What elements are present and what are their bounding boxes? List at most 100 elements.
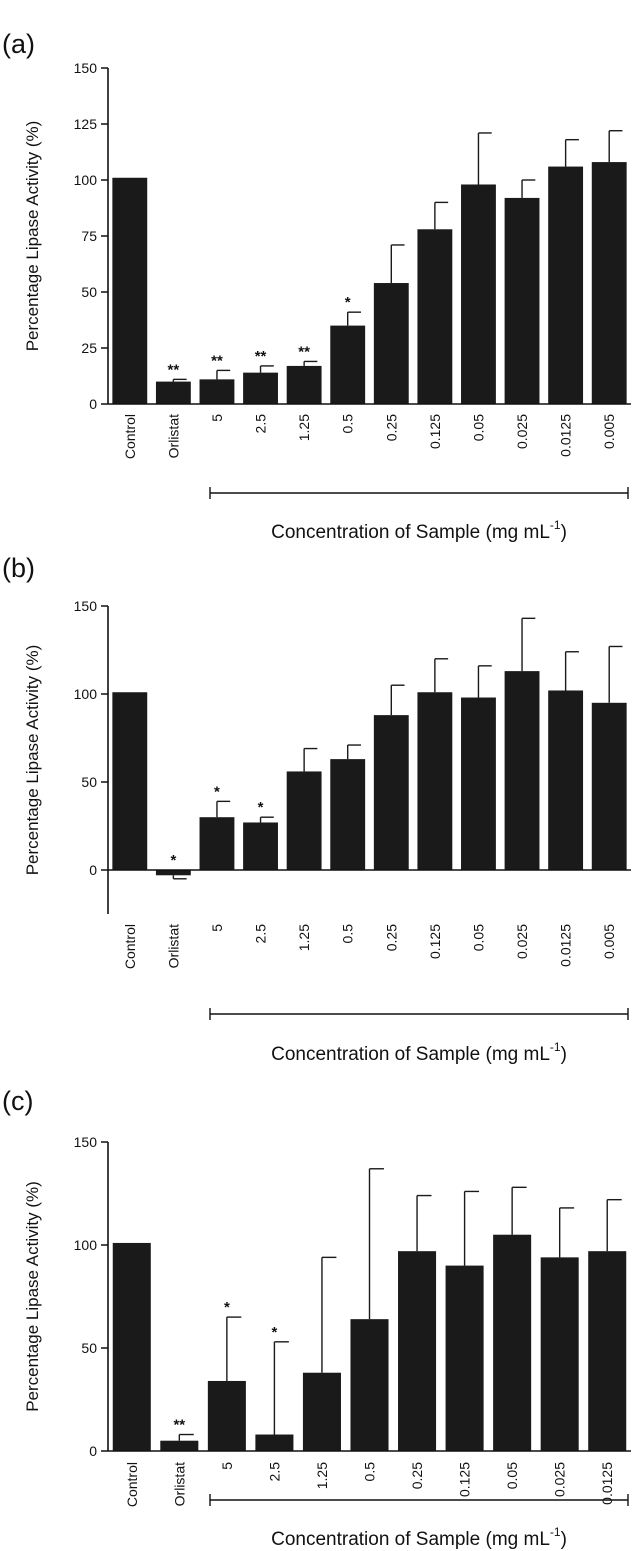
category-label: 0.5: [340, 924, 356, 944]
bar: [591, 702, 627, 870]
y-tick-label: 50: [81, 1340, 97, 1356]
bar: [417, 229, 453, 404]
category-label: 5: [209, 414, 225, 422]
category-label: 2.5: [253, 924, 269, 944]
y-axis-label: Percentage Lipase Activity (%): [23, 121, 42, 352]
significance-marker: **: [168, 361, 180, 378]
bar: [373, 715, 409, 870]
panel-label: (a): [2, 29, 35, 59]
y-tick-label: 0: [89, 396, 97, 412]
bar: [112, 1242, 151, 1451]
bar: [540, 1257, 579, 1451]
category-label: 0.5: [340, 414, 356, 434]
category-label: 0.05: [470, 924, 486, 951]
y-tick-label: 150: [74, 1134, 98, 1150]
category-label: 5: [209, 924, 225, 932]
bar: [504, 671, 540, 870]
bar: [112, 177, 148, 404]
category-label: 0.025: [514, 924, 530, 959]
y-tick-label: 125: [74, 116, 98, 132]
category-label: 0.25: [383, 414, 399, 441]
bar: [588, 1251, 627, 1451]
bar: [461, 184, 496, 404]
y-tick-label: 75: [81, 228, 97, 244]
significance-marker: **: [211, 352, 223, 369]
bar: [445, 1265, 484, 1451]
significance-marker: *: [258, 799, 264, 816]
bar: [160, 1440, 199, 1451]
y-tick-label: 25: [81, 340, 97, 356]
category-label: Orlistat: [165, 414, 181, 458]
bar: [302, 1372, 341, 1451]
category-label: 5: [219, 1462, 235, 1470]
category-label: Control: [122, 414, 138, 459]
bar: [493, 1234, 532, 1451]
y-tick-label: 50: [81, 774, 97, 790]
bar: [199, 817, 235, 870]
bar: [350, 1319, 389, 1451]
category-label: 1.25: [314, 1462, 330, 1489]
category-label: 0.125: [457, 1462, 473, 1497]
y-tick-label: 100: [74, 172, 98, 188]
x-axis-label: Concentration of Sample (mg mL-1): [271, 1525, 567, 1550]
bar: [199, 379, 235, 404]
category-label: Orlistat: [165, 924, 181, 968]
chart-panel-a: (a) 0 25 50 75 100 125 150 Percentage Lipase Act…: [2, 29, 631, 543]
bar: [286, 771, 322, 870]
x-axis-label: Concentration of Sample (mg mL-1): [271, 518, 567, 543]
chart-panel-c: (c) 0 50 100 150 Percentage Lipase Activity (…: [2, 1086, 631, 1550]
significance-marker: *: [224, 1299, 230, 1316]
category-label: 0.0125: [558, 924, 574, 967]
category-label: 0.05: [504, 1462, 520, 1489]
panel-label: (c): [2, 1086, 33, 1116]
x-axis-label: Concentration of Sample (mg mL-1): [271, 1040, 567, 1065]
y-tick-label: 0: [89, 1443, 97, 1459]
bar: [155, 870, 191, 876]
bar: [155, 381, 191, 404]
category-label: Control: [124, 1462, 140, 1507]
bar: [243, 822, 278, 870]
bar: [398, 1251, 437, 1451]
bar: [548, 690, 584, 870]
category-label: 2.5: [253, 414, 269, 434]
bar: [417, 692, 453, 870]
significance-marker: **: [298, 343, 310, 360]
category-label: 0.005: [601, 414, 617, 449]
panel-label: (b): [2, 553, 35, 583]
category-label: 2.5: [266, 1462, 282, 1482]
significance-marker: *: [345, 294, 351, 311]
category-label: 0.125: [427, 414, 443, 449]
category-label: 0.25: [409, 1462, 425, 1489]
category-label: 0.025: [552, 1462, 568, 1497]
significance-marker: *: [170, 852, 176, 869]
category-label: 0.5: [362, 1462, 378, 1482]
bar: [548, 166, 584, 404]
category-label: 0.125: [427, 924, 443, 959]
y-tick-label: 150: [74, 60, 98, 76]
category-label: Orlistat: [171, 1462, 187, 1506]
bar: [207, 1380, 246, 1451]
y-tick-label: 50: [81, 284, 97, 300]
category-label: 0.005: [601, 924, 617, 959]
category-label: 1.25: [296, 414, 312, 441]
category-label: 0.05: [470, 414, 486, 441]
bar: [330, 759, 366, 870]
y-axis-label: Percentage Lipase Activity (%): [23, 1181, 42, 1412]
bar: [112, 692, 148, 870]
y-tick-label: 100: [74, 1237, 98, 1253]
bar: [461, 697, 496, 870]
category-label: Control: [122, 924, 138, 969]
significance-marker: *: [214, 783, 220, 800]
bar: [255, 1434, 294, 1451]
significance-marker: *: [271, 1324, 277, 1341]
category-label: 0.025: [514, 414, 530, 449]
bar: [286, 365, 322, 404]
bar: [504, 197, 540, 404]
category-label: 0.0125: [599, 1462, 615, 1505]
significance-marker: **: [255, 348, 267, 365]
category-label: 0.25: [383, 924, 399, 951]
bar: [330, 325, 366, 404]
chart-panel-b: (b) 0 50 100 150 Percentage Lipase Activity (…: [2, 553, 631, 1065]
bar: [591, 162, 627, 404]
